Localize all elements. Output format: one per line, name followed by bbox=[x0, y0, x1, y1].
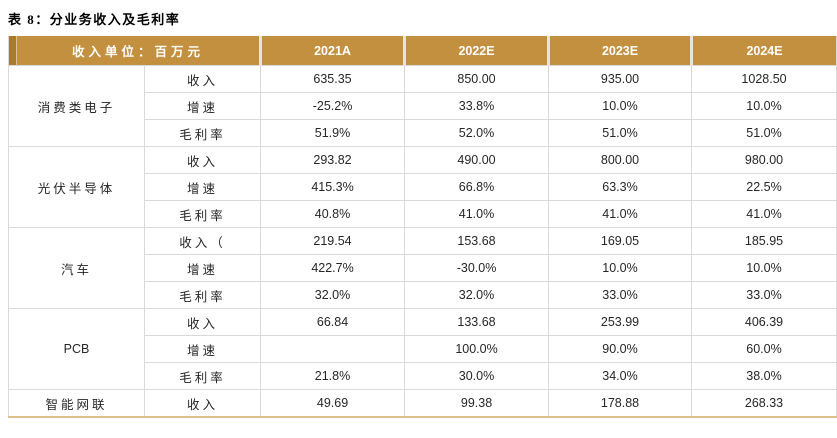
value-cell: 219.54 bbox=[260, 227, 406, 255]
value-cell: 10.0% bbox=[691, 254, 837, 282]
value-cell: 490.00 bbox=[404, 146, 550, 174]
value-cell: 422.7% bbox=[260, 254, 406, 282]
table-row: 毛利率 40.8% 41.0% 41.0% 41.0% bbox=[9, 200, 837, 228]
value-cell: 935.00 bbox=[548, 65, 693, 93]
page-title: 表 8：分业务收入及毛利率 bbox=[8, 12, 181, 27]
table-row: 增速 -25.2% 33.8% 10.0% 10.0% bbox=[9, 92, 837, 120]
value-cell: 22.5% bbox=[691, 173, 837, 201]
value-cell: 32.0% bbox=[260, 281, 406, 309]
segment-cell: 光伏半导体 bbox=[8, 146, 145, 228]
value-cell: 90.0% bbox=[548, 335, 693, 363]
revenue-margin-table: 收入单位：百万元 2021A 2022E 2023E 2024E 消费类电子 收… bbox=[8, 36, 837, 418]
value-cell: 268.33 bbox=[691, 389, 837, 418]
value-cell: 49.69 bbox=[260, 389, 406, 418]
segment-cell: PCB bbox=[8, 308, 145, 390]
header-strip bbox=[8, 36, 17, 66]
metric-cell: 毛利率 bbox=[143, 119, 262, 147]
table-row: 增速 422.7% -30.0% 10.0% 10.0% bbox=[9, 254, 837, 282]
value-cell: -30.0% bbox=[404, 254, 550, 282]
value-cell: 99.38 bbox=[404, 389, 550, 418]
metric-cell: 增速 bbox=[143, 335, 262, 363]
table-row: PCB 收入 66.84 133.68 253.99 406.39 bbox=[8, 308, 837, 390]
value-cell: 980.00 bbox=[691, 146, 837, 174]
metric-cell: 增速 bbox=[143, 173, 262, 201]
value-cell: 51.9% bbox=[260, 119, 406, 147]
table-row: 智能网联 收入 49.69 99.38 178.88 268.33 bbox=[8, 389, 837, 418]
value-cell bbox=[260, 335, 406, 363]
table-row: 毛利率 32.0% 32.0% 33.0% 33.0% bbox=[9, 281, 837, 309]
value-cell: 41.0% bbox=[404, 200, 550, 228]
value-cell: 406.39 bbox=[691, 308, 837, 336]
value-cell: 51.0% bbox=[548, 119, 693, 147]
table-row: 增速 415.3% 66.8% 63.3% 22.5% bbox=[9, 173, 837, 201]
value-cell: 800.00 bbox=[548, 146, 693, 174]
value-cell: 63.3% bbox=[548, 173, 693, 201]
value-cell: 41.0% bbox=[691, 200, 837, 228]
table-header-row: 收入单位：百万元 2021A 2022E 2023E 2024E bbox=[8, 36, 837, 66]
metric-cell: 毛利率 bbox=[143, 281, 262, 309]
segment-cell: 消费类电子 bbox=[8, 65, 145, 147]
unit-header: 收入单位：百万元 bbox=[16, 36, 261, 66]
value-cell: 169.05 bbox=[548, 227, 693, 255]
table-row: 毛利率 21.8% 30.0% 34.0% 38.0% bbox=[9, 362, 837, 390]
value-cell: 293.82 bbox=[260, 146, 406, 174]
value-cell: 40.8% bbox=[260, 200, 406, 228]
year-header-2021a: 2021A bbox=[259, 36, 405, 66]
year-header-2023e: 2023E bbox=[547, 36, 692, 66]
value-cell: -25.2% bbox=[260, 92, 406, 120]
value-cell: 850.00 bbox=[404, 65, 550, 93]
table-row: 增速 100.0% 90.0% 60.0% bbox=[9, 335, 837, 363]
value-cell: 30.0% bbox=[404, 362, 550, 390]
value-cell: 60.0% bbox=[691, 335, 837, 363]
value-cell: 32.0% bbox=[404, 281, 550, 309]
metric-cell: 增速 bbox=[143, 92, 262, 120]
value-cell: 153.68 bbox=[404, 227, 550, 255]
value-cell: 33.0% bbox=[548, 281, 693, 309]
value-cell: 10.0% bbox=[691, 92, 837, 120]
value-cell: 415.3% bbox=[260, 173, 406, 201]
metric-cell: 收入 bbox=[143, 389, 262, 418]
value-cell: 41.0% bbox=[548, 200, 693, 228]
metric-cell: 毛利率 bbox=[143, 200, 262, 228]
value-cell: 51.0% bbox=[691, 119, 837, 147]
metric-cell: 收入（ bbox=[143, 227, 262, 255]
metric-cell: 收入 bbox=[143, 146, 262, 174]
table-row: 光伏半导体 收入 293.82 490.00 800.00 980.00 bbox=[8, 146, 837, 228]
segment-cell: 汽车 bbox=[8, 227, 145, 309]
table-row: 毛利率 51.9% 52.0% 51.0% 51.0% bbox=[9, 119, 837, 147]
metric-cell: 收入 bbox=[143, 308, 262, 336]
value-cell: 52.0% bbox=[404, 119, 550, 147]
value-cell: 33.0% bbox=[691, 281, 837, 309]
value-cell: 10.0% bbox=[548, 92, 693, 120]
value-cell: 66.8% bbox=[404, 173, 550, 201]
table-row: 消费类电子 收入 635.35 850.00 935.00 1028.50 bbox=[8, 65, 837, 147]
segment-cell: 智能网联 bbox=[8, 389, 145, 418]
value-cell: 185.95 bbox=[691, 227, 837, 255]
value-cell: 133.68 bbox=[404, 308, 550, 336]
year-header-2024e: 2024E bbox=[690, 36, 837, 66]
value-cell: 178.88 bbox=[548, 389, 693, 418]
value-cell: 21.8% bbox=[260, 362, 406, 390]
value-cell: 10.0% bbox=[548, 254, 693, 282]
value-cell: 38.0% bbox=[691, 362, 837, 390]
value-cell: 34.0% bbox=[548, 362, 693, 390]
value-cell: 635.35 bbox=[260, 65, 406, 93]
metric-cell: 增速 bbox=[143, 254, 262, 282]
table-row: 汽车 收入（ 219.54 153.68 169.05 185.95 bbox=[8, 227, 837, 309]
value-cell: 100.0% bbox=[404, 335, 550, 363]
metric-cell: 毛利率 bbox=[143, 362, 262, 390]
value-cell: 253.99 bbox=[548, 308, 693, 336]
metric-cell: 收入 bbox=[143, 65, 262, 93]
value-cell: 1028.50 bbox=[691, 65, 837, 93]
year-header-2022e: 2022E bbox=[403, 36, 549, 66]
value-cell: 66.84 bbox=[260, 308, 406, 336]
value-cell: 33.8% bbox=[404, 92, 550, 120]
